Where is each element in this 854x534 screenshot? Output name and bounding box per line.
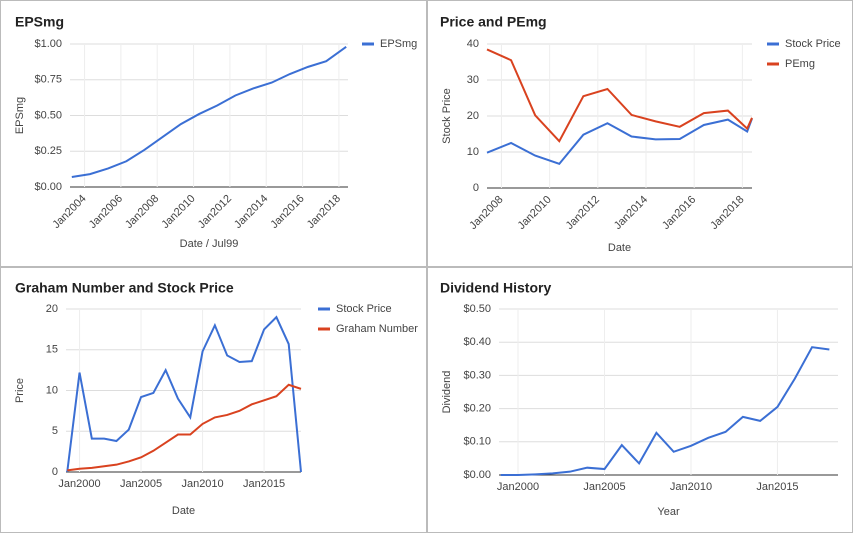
data-line [500,346,830,476]
y-axis-label: Stock Price [441,88,453,144]
x-tick-label: Jan2012 [564,194,602,232]
y-tick-label: 0 [52,466,58,478]
x-tick-label: Jan2005 [120,478,162,490]
x-tick-label: Jan2016 [660,194,698,232]
x-tick-label: Jan2015 [756,481,798,493]
y-tick-label: 10 [467,146,479,158]
x-tick-label: Jan2005 [583,481,625,493]
x-tick-label: Jan2010 [515,194,553,232]
y-tick-label: $0.30 [463,369,491,381]
legend-label: PEmg [785,58,815,70]
legend-label: Stock Price [785,38,841,50]
x-tick-label: Jan2018 [708,194,746,232]
x-tick-label: Jan2010 [159,193,197,231]
y-axis-label: EPSmg [14,97,26,134]
legend-label: Stock Price [336,303,392,315]
panel-border [0,267,427,533]
y-tick-label: $1.00 [34,38,62,50]
y-tick-label: 0 [473,182,479,194]
y-tick-label: $0.00 [463,469,491,481]
y-tick-label: $0.10 [463,436,491,448]
x-tick-label: Jan2010 [670,481,712,493]
panel-border [427,267,853,533]
x-tick-label: Jan2008 [467,194,505,232]
x-tick-label: Jan2008 [123,193,161,231]
legend-label: EPSmg [380,38,417,50]
chart-title: EPSmg [15,14,64,30]
panel-border [427,0,853,267]
y-tick-label: 10 [46,384,58,396]
y-tick-label: 20 [46,303,58,315]
y-tick-label: 5 [52,425,58,437]
y-tick-label: $0.40 [463,336,491,348]
x-tick-label: Jan2004 [50,193,88,231]
y-tick-label: $0.00 [34,181,62,193]
data-line [67,383,302,472]
y-tick-label: $0.50 [463,303,491,315]
y-tick-label: 30 [467,74,479,86]
y-tick-label: 40 [467,38,479,50]
legend-label: Graham Number [336,323,418,335]
y-tick-label: $0.50 [34,109,62,121]
x-tick-label: Jan2014 [612,194,650,232]
x-tick-label: Jan2006 [87,193,125,231]
x-tick-label: Jan2000 [58,478,100,490]
chart-title: Dividend History [440,280,551,296]
y-axis-label: Price [14,378,26,403]
data-line [486,118,753,166]
y-axis-label: Dividend [441,371,453,414]
data-line [486,48,753,143]
x-axis-label: Date [172,505,195,517]
chart-title: Graham Number and Stock Price [15,280,234,296]
y-tick-label: $0.20 [463,403,491,415]
y-tick-label: 20 [467,110,479,122]
panel-border [0,0,427,267]
x-tick-label: Jan2016 [268,193,306,231]
x-axis-label: Date [608,242,631,254]
x-tick-label: Jan2012 [196,193,234,231]
x-tick-label: Jan2018 [305,193,343,231]
chart-title: Price and PEmg [440,14,547,30]
y-tick-label: $0.75 [34,74,62,86]
x-tick-label: Jan2010 [181,478,223,490]
x-tick-label: Jan2014 [232,193,270,231]
data-line [71,46,347,178]
x-axis-label: Date / Jul99 [180,238,239,250]
data-line [66,315,302,473]
x-tick-label: Jan2000 [497,481,539,493]
x-axis-label: Year [657,506,680,518]
y-tick-label: 15 [46,344,58,356]
x-tick-label: Jan2015 [243,478,285,490]
y-tick-label: $0.25 [34,145,62,157]
